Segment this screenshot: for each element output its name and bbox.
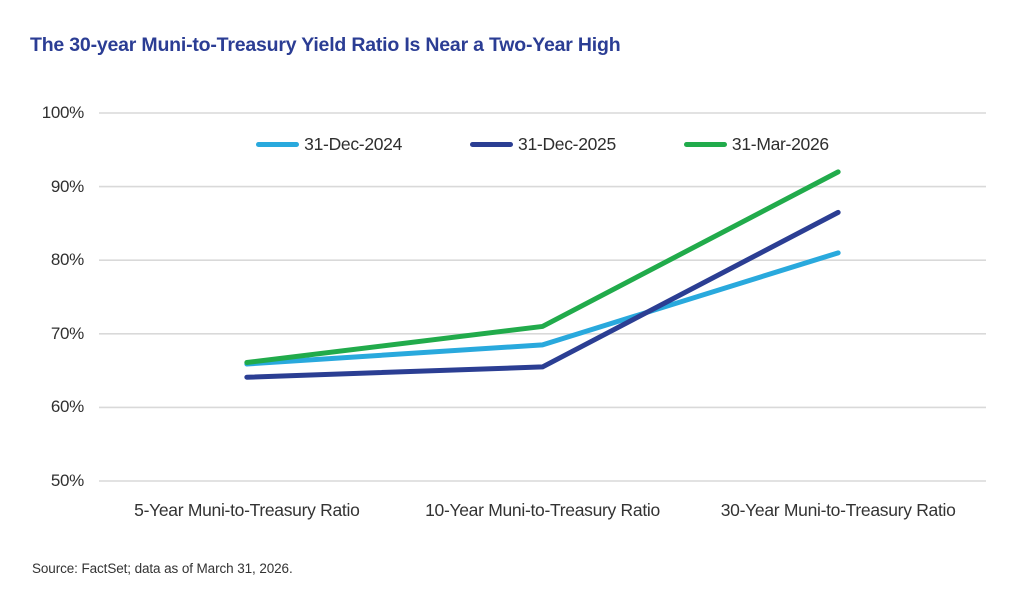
y-tick-label: 60% <box>50 397 84 417</box>
legend-item-31-mar-2026: 31-Mar-2026 <box>683 134 829 155</box>
y-tick-label: 90% <box>50 176 84 196</box>
source-note: Source: FactSet; data as of March 31, 20… <box>32 561 293 576</box>
legend-label: 31-Dec-2025 <box>518 134 616 154</box>
legend-item-31-dec-2024: 31-Dec-2024 <box>256 134 402 155</box>
legend-label: 31-Mar-2026 <box>731 134 829 154</box>
legend-line-swatch <box>683 142 727 147</box>
y-tick-label: 100% <box>41 103 85 122</box>
chart-legend: 31-Dec-2024 31-Dec-2025 31-Mar-2026 <box>99 134 986 155</box>
series-line-31-dec-2025 <box>244 209 841 380</box>
y-tick-label: 80% <box>50 250 84 270</box>
y-tick-label: 70% <box>50 323 84 343</box>
series-line-31-mar-2026 <box>244 169 841 366</box>
x-axis-label: 30-Year Muni-to-Treasury Ratio <box>720 500 956 520</box>
x-axis-label: 5-Year Muni-to-Treasury Ratio <box>134 500 360 520</box>
legend-line-swatch <box>470 142 514 147</box>
legend-item-31-dec-2025: 31-Dec-2025 <box>470 134 616 155</box>
series-line-31-dec-2024 <box>244 250 841 367</box>
chart-title: The 30-year Muni-to-Treasury Yield Ratio… <box>30 34 621 56</box>
x-axis-label: 10-Year Muni-to-Treasury Ratio <box>425 500 660 520</box>
legend-label: 31-Dec-2024 <box>304 134 403 154</box>
y-tick-label: 50% <box>50 471 84 490</box>
legend-line-swatch <box>256 142 300 147</box>
